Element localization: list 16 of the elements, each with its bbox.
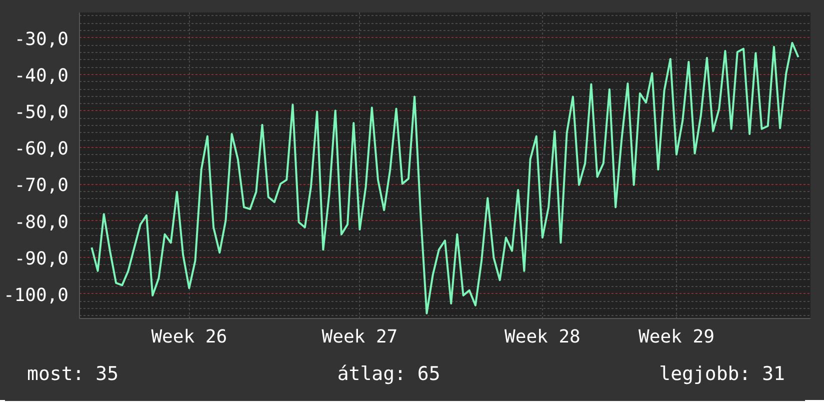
text: átlag: 65 — [337, 362, 440, 387]
x-tick-label: Week 26 — [151, 326, 228, 348]
x-tick-label: Week 27 — [322, 326, 398, 348]
y-tick-label: -30,0 — [14, 28, 69, 50]
line-series — [90, 42, 800, 314]
y-tick-label: -40,0 — [14, 65, 69, 86]
text: legjobb: 31 — [659, 362, 785, 387]
y-tick-label: -60,0 — [14, 138, 69, 160]
x-tick-label: Week 29 — [638, 326, 714, 348]
text: most: 35 — [27, 362, 119, 387]
y-tick-label: -50,0 — [14, 102, 69, 123]
y-tick-label: -70,0 — [14, 175, 69, 196]
y-tick-label: -90,0 — [14, 248, 69, 270]
y-tick-label: -100,0 — [3, 284, 69, 306]
y-tick-label: -80,0 — [14, 212, 69, 233]
x-tick-label: Week 28 — [504, 326, 580, 348]
